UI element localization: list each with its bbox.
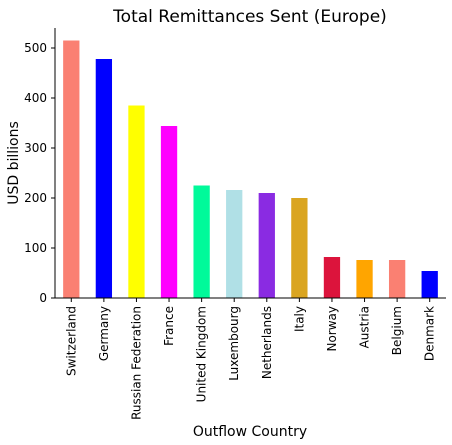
x-tick-label: Switzerland [64, 306, 78, 376]
x-tick-label: Belgium [390, 306, 404, 355]
bar-norway [323, 257, 341, 298]
x-tick-label: United Kingdom [195, 306, 209, 402]
chart-title: Total Remittances Sent (Europe) [112, 7, 387, 27]
y-axis-label: USD billions [6, 121, 22, 205]
x-tick-label: Russian Federation [129, 306, 143, 420]
x-axis-label: Outflow Country [193, 424, 307, 440]
x-tick-label: Germany [97, 306, 111, 361]
x-tick-label: Norway [325, 306, 339, 352]
x-tick-label: Netherlands [260, 306, 274, 379]
x-tick-label: Italy [292, 306, 306, 332]
x-tick-label: Denmark [423, 306, 437, 361]
y-tick-label: 0 [39, 291, 47, 305]
bar-luxembourg [226, 190, 243, 298]
bar-germany [95, 59, 113, 298]
bar-netherlands [258, 193, 275, 298]
bar-denmark [421, 271, 438, 298]
plot-area [63, 40, 438, 298]
bar-austria [356, 260, 373, 298]
x-tick-label: Luxembourg [227, 306, 241, 381]
y-tick-label: 500 [24, 41, 47, 55]
x-tick-label: France [162, 306, 176, 346]
y-tick-label: 100 [24, 241, 47, 255]
x-axis-ticks: Switzerland Germany Russian Federation Fran… [64, 298, 437, 420]
bar-russian-federation [128, 105, 145, 298]
x-tick-label: Austria [358, 306, 372, 348]
bar-belgium [388, 260, 406, 298]
bar-united-kingdom [193, 185, 210, 298]
y-tick-label: 200 [24, 191, 47, 205]
y-tick-label: 400 [24, 91, 47, 105]
bar-france [160, 126, 178, 298]
y-tick-label: 300 [24, 141, 47, 155]
bar-switzerland [63, 40, 80, 298]
bar-italy [291, 198, 308, 298]
y-axis-ticks: 0 100 200 300 400 500 [24, 41, 55, 305]
